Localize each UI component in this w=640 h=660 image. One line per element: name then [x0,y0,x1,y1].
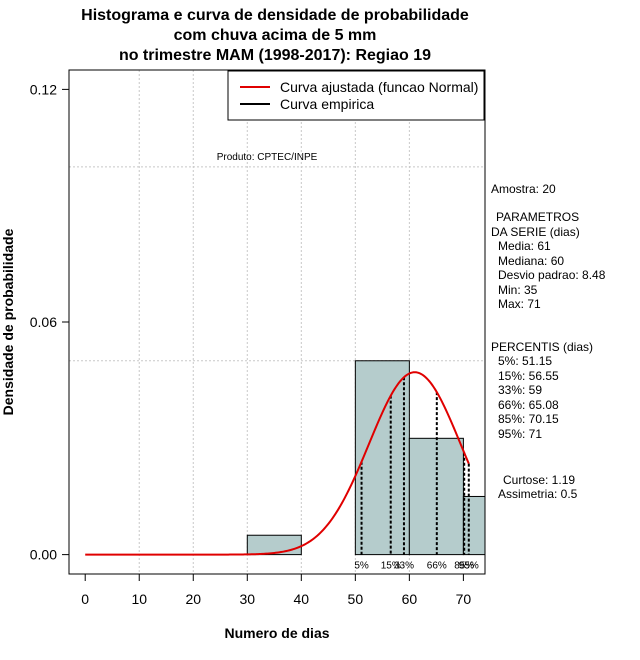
percentil-15: 15%: 56.55 [498,369,559,383]
percentile-label-5: 95% [459,561,479,572]
x-tick-label-5: 50 [348,591,364,607]
histogram-bar-3 [462,495,486,556]
kurtosis: Curtose: 1.19 [503,473,575,487]
x-tick-label-4: 40 [294,591,310,607]
skewness: Assimetria: 0.5 [498,487,578,501]
percentil-5: 5%: 51.15 [498,354,552,368]
x-tick-label-1: 10 [131,591,147,607]
y-tick-label-0: 0.00 [30,547,57,563]
param-sd: Desvio padrao: 8.48 [498,268,606,282]
grid [69,70,485,574]
x-tick-label-7: 70 [456,591,472,607]
x-tick-label-0: 0 [81,591,89,607]
legend-label-normal: Curva ajustada (funcao Normal) [280,79,478,95]
percentile-label-4: 85% [454,561,474,572]
legend-label-empirical: Curva empirica [280,96,374,112]
x-axis: 0 10 20 30 40 50 60 70 [81,573,472,607]
x-axis-label: Numero de dias [224,625,329,641]
params-title-2: DA SERIE (dias) [491,225,580,239]
percentile-label-0: 5% [354,561,369,572]
param-min: Min: 35 [498,283,538,297]
credit-text: Produto: CPTEC/INPE [217,152,318,163]
percentile-label-3: 66% [427,561,447,572]
percentil-95: 95%: 71 [498,427,542,441]
histogram-bar-0 [246,534,302,556]
percentile-label-2: 33% [394,561,414,572]
y-tick-label-2: 0.12 [30,81,57,97]
histogram-bars [246,360,486,556]
param-max: Max: 71 [498,297,541,311]
chart-title: Histograma e curva de densidade de proba… [81,7,469,64]
param-median: Mediana: 60 [498,254,564,268]
param-mean: Media: 61 [498,239,551,253]
percentil-85: 85%: 70.15 [498,412,559,426]
percentil-66: 66%: 65.08 [498,398,559,412]
params-title-1: PARAMETROS [496,210,579,224]
histogram-bar-1 [354,360,410,556]
percentil-33: 33%: 59 [498,383,542,397]
legend: Curva ajustada (funcao Normal) Curva emp… [227,70,485,121]
x-tick-label-3: 30 [239,591,255,607]
x-tick-label-6: 60 [402,591,418,607]
percentile-lines: 5% 15%33% 66% 85%95% [354,377,479,572]
chart-title-line-2: com chuva acima de 5 mm [174,27,377,44]
sample-size: Amostra: 20 [491,182,556,196]
percentile-label-1: 15% [381,561,401,572]
x-tick-label-2: 20 [185,591,201,607]
legend-box [227,70,485,121]
stats-panel: Amostra: 20 PARAMETROS DA SERIE (dias) M… [491,182,606,501]
normal-curve [85,371,470,556]
y-axis-label: Densidade de probabilidade [0,228,16,415]
y-axis: 0.00 0.06 0.12 [30,81,70,563]
percentis-title: PERCENTIS (dias) [491,340,593,354]
chart-title-line-3: no trimestre MAM (1998-2017): Regiao 19 [119,47,431,64]
y-tick-label-1: 0.06 [30,314,57,330]
chart-title-line-1: Histograma e curva de densidade de proba… [81,7,469,24]
normal-curve-line [85,371,470,556]
